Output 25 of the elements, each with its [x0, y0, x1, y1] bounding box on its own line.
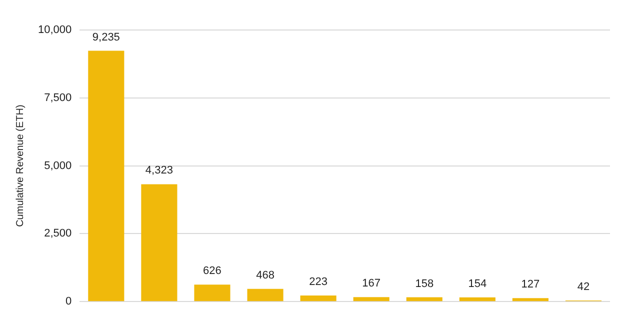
data-label: 626 — [203, 265, 222, 278]
data-label: 468 — [256, 269, 274, 282]
bar — [194, 284, 230, 302]
y-tick-label: 7,500 — [44, 92, 72, 104]
data-label: 9,235 — [92, 31, 120, 44]
bar — [406, 297, 442, 302]
bar — [512, 298, 548, 302]
bar — [353, 297, 390, 302]
y-tick-label: 5,000 — [44, 160, 72, 172]
y-tick-label: 2,500 — [44, 228, 72, 240]
data-label: 154 — [468, 278, 487, 290]
bar — [459, 297, 496, 302]
data-label: 167 — [362, 278, 381, 290]
data-label: 42 — [577, 280, 590, 293]
data-label: 223 — [309, 276, 328, 288]
bar — [300, 296, 336, 302]
y-axis-title: Cumulative Revenue (ETH) — [14, 104, 26, 227]
bar — [141, 184, 178, 302]
bar — [88, 50, 124, 302]
y-tick-label: 10,000 — [38, 24, 72, 36]
data-label: 158 — [415, 278, 434, 290]
bar — [247, 288, 284, 302]
data-label: 4,323 — [145, 164, 173, 177]
data-label: 127 — [521, 278, 540, 291]
y-tick-label: 0 — [66, 296, 72, 308]
